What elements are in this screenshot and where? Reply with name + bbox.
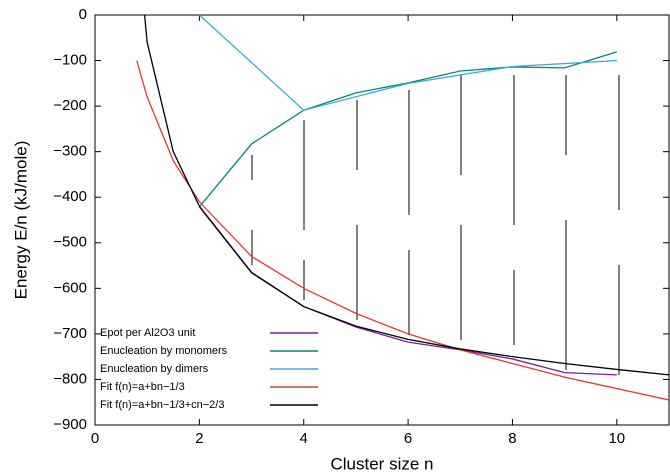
series-line [198,15,617,111]
plot-frame [94,14,670,426]
y-tick-label: −800 [53,370,87,387]
series-line [198,51,618,208]
legend-label: Fit f(n)=a+bn−1/3 [100,381,185,393]
legend-label: Enucleation by dimers [100,363,209,375]
y-tick-label: −100 [53,52,87,69]
y-axis-label: Energy E/n (kJ/mole) [11,141,30,300]
x-tick-label: 8 [508,430,516,447]
legend-label: Fit f(n)=a+bn−1/3+cn−2/3 [100,399,224,411]
x-tick-label: 4 [300,430,308,447]
y-tick-label: −600 [53,279,87,296]
x-tick-label: 6 [404,430,412,447]
y-tick-label: −200 [53,97,87,114]
legend-label: Epot per Al2O3 unit [100,327,195,339]
legend-label: Enucleation by monomers [100,345,228,357]
x-axis-label: Cluster size n [331,454,434,473]
y-tick-label: −400 [53,188,87,205]
series-line [136,60,669,401]
annotation-lines [251,75,620,375]
y-tick-label: −900 [53,416,87,433]
y-tick-label: −700 [53,325,87,342]
x-tick-label: 2 [195,430,203,447]
series-line [143,15,669,376]
x-tick-label: 10 [608,430,625,447]
series-line [198,206,617,376]
x-tick-label: 0 [91,430,99,447]
y-tick-label: 0 [79,6,87,23]
y-tick-label: −500 [53,234,87,251]
y-tick-label: −300 [53,143,87,160]
